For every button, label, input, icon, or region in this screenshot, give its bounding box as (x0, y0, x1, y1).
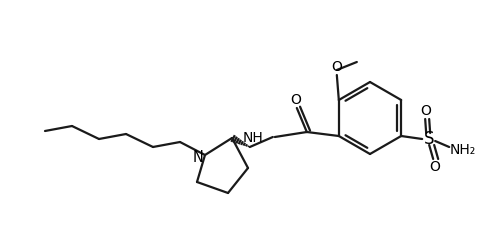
Text: O: O (421, 104, 432, 118)
Text: S: S (424, 130, 435, 148)
Text: NH₂: NH₂ (450, 143, 476, 157)
Text: O: O (430, 160, 440, 174)
Text: N: N (193, 149, 203, 165)
Text: O: O (332, 60, 342, 74)
Text: NH: NH (243, 131, 264, 145)
Text: O: O (290, 93, 301, 107)
